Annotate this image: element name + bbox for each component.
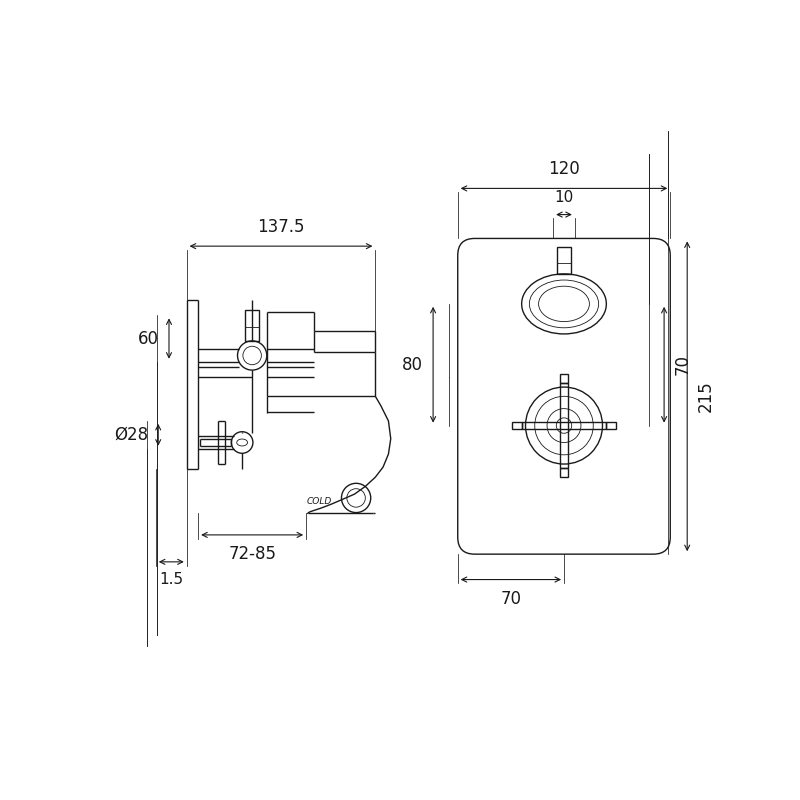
Text: 60: 60 — [138, 330, 159, 347]
Text: Ø28: Ø28 — [114, 426, 148, 444]
Text: 215: 215 — [698, 381, 715, 412]
Bar — [557, 247, 571, 274]
Text: 120: 120 — [548, 160, 580, 178]
Text: 1.5: 1.5 — [159, 572, 183, 587]
Text: 10: 10 — [554, 190, 574, 205]
Bar — [513, 422, 522, 430]
Bar — [606, 422, 615, 430]
Text: 137.5: 137.5 — [258, 218, 305, 236]
Bar — [560, 374, 568, 383]
Text: COLD: COLD — [306, 498, 332, 506]
Bar — [246, 310, 259, 341]
Text: 70: 70 — [674, 354, 692, 375]
Bar — [560, 468, 568, 477]
Text: 70: 70 — [500, 590, 522, 607]
Text: 80: 80 — [402, 356, 423, 374]
Text: 72-85: 72-85 — [228, 545, 276, 563]
